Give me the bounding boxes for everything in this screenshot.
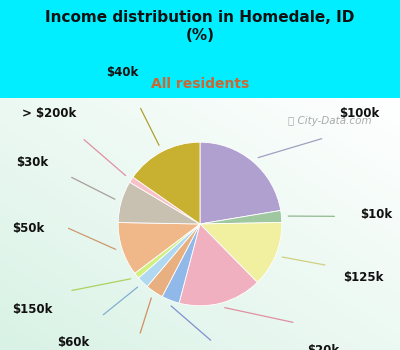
Wedge shape — [179, 224, 257, 306]
Text: $50k: $50k — [12, 222, 44, 235]
Text: $150k: $150k — [12, 303, 52, 316]
Text: $100k: $100k — [340, 107, 380, 120]
Text: $30k: $30k — [16, 156, 48, 169]
Text: Income distribution in Homedale, ID
(%): Income distribution in Homedale, ID (%) — [45, 10, 355, 43]
Wedge shape — [138, 224, 200, 286]
Wedge shape — [200, 210, 282, 224]
Text: All residents: All residents — [151, 77, 249, 91]
Wedge shape — [147, 224, 200, 296]
Wedge shape — [130, 177, 200, 224]
Text: ⓘ City-Data.com: ⓘ City-Data.com — [288, 116, 372, 126]
Wedge shape — [118, 223, 200, 273]
Text: $60k: $60k — [57, 336, 89, 349]
Wedge shape — [133, 142, 200, 224]
Text: > $200k: > $200k — [22, 107, 76, 120]
Wedge shape — [162, 224, 200, 303]
Text: $10k: $10k — [360, 208, 392, 221]
Text: $125k: $125k — [344, 271, 384, 284]
Text: $40k: $40k — [106, 66, 138, 79]
Wedge shape — [200, 223, 282, 282]
Wedge shape — [200, 142, 281, 224]
Wedge shape — [118, 182, 200, 224]
Wedge shape — [135, 224, 200, 278]
Text: $20k: $20k — [307, 344, 339, 350]
